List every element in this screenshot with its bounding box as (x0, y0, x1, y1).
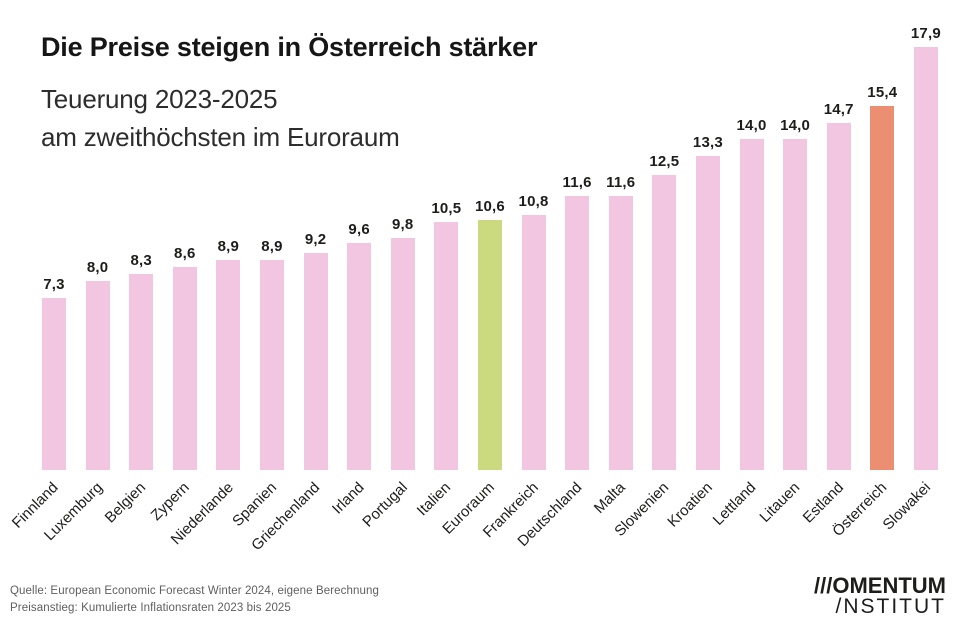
bar-group: 17,9 (911, 25, 941, 470)
bar (652, 174, 677, 470)
bar (477, 219, 502, 470)
bar-value-label: 8,0 (86, 258, 109, 276)
bar-value-label: 7,3 (43, 275, 65, 293)
bar-group: 8,6 (172, 47, 197, 470)
bar-group: 9,2 (303, 47, 328, 470)
subtitle-line-1: Teuerung 2023-2025 (41, 84, 278, 114)
bar-group: 7,3 (42, 47, 66, 470)
category-label: Litauen (756, 479, 804, 526)
page-title: Die Preise steigen in Österreich stärker (41, 32, 538, 62)
bar (129, 273, 154, 470)
logo-line-1: ///OMENTUM (814, 573, 946, 598)
bar (303, 252, 328, 470)
bar-value-label: 8,6 (174, 244, 196, 262)
bar-group: 11,6 (562, 47, 592, 470)
bar-group: 9,8 (390, 47, 415, 470)
bar (826, 122, 851, 470)
bar (172, 266, 197, 470)
bar-value-label: 9,8 (392, 216, 414, 234)
bar-value-label: 11,6 (606, 173, 636, 191)
bar-value-label: 14,7 (823, 100, 854, 118)
bar-value-label: 10,8 (518, 192, 549, 210)
bar-value-label: 12,5 (649, 152, 680, 170)
source-line-2: Preisanstieg: Kumulierte Inflationsraten… (10, 602, 291, 614)
bar (695, 155, 720, 470)
bar (216, 259, 241, 470)
bar-group: 8,3 (129, 47, 154, 470)
bar-value-label: 8,3 (130, 251, 152, 269)
bar-group: 10,6 (474, 47, 505, 470)
bar-value-label: 10,6 (474, 197, 505, 215)
bar-group: 8,9 (259, 47, 284, 470)
bar-group: 8,9 (216, 47, 241, 470)
bar-group: 14,0 (736, 47, 767, 470)
bar-value-label: 8,9 (217, 237, 240, 255)
bar (739, 139, 764, 470)
momentum-institut-logo: ///OMENTUM /NSTITUT (814, 573, 946, 618)
bar-group: 10,8 (518, 47, 549, 470)
bar-value-label: 11,6 (562, 173, 592, 191)
category-label: Malta (590, 479, 629, 517)
bar-group: 15,4 (867, 47, 898, 470)
bar (783, 139, 808, 470)
bar-chart: 7,3 8,0 8,3 8,6 8,9 8,9 9,2 9,6 9,8 10,5 10,6 10,8 1… (42, 25, 941, 470)
bar (608, 195, 633, 470)
bar (521, 214, 546, 470)
bar-group: 11,6 (606, 47, 636, 470)
bar-group: 12,5 (649, 47, 680, 470)
source-note: Quelle: European Economic Forecast Winte… (10, 583, 379, 617)
logo-line-2: /NSTITUT (835, 595, 946, 618)
bar (42, 297, 66, 470)
bar-value-label: 14,0 (780, 117, 811, 135)
bar (434, 221, 459, 470)
bar (347, 243, 372, 470)
category-label: Irland (328, 479, 368, 518)
category-axis: Finnland Luxemburg Belgien Zypern Niederland… (9, 479, 938, 589)
category-label: Belgien (101, 479, 150, 527)
bar-value-label: 10,5 (431, 199, 462, 217)
chart-header: Die Preise steigen in Österreich stärker… (41, 30, 537, 156)
bar-group: 10,5 (431, 47, 462, 470)
bar-value-label: 9,2 (304, 230, 327, 248)
bar (913, 47, 938, 470)
bar-value-label: 8,9 (261, 237, 283, 255)
bar (870, 106, 895, 470)
bar-group: 14,7 (823, 47, 854, 470)
bar-group: 13,3 (692, 47, 723, 470)
subtitle-line-2: am zweithöchsten im Euroraum (41, 122, 400, 152)
bar-value-label: 13,3 (692, 133, 723, 151)
category-label: Italien (414, 479, 455, 520)
bar-value-label: 15,4 (867, 84, 898, 102)
bar-group: 14,0 (780, 47, 811, 470)
category-label: Lettland (709, 479, 760, 529)
category-label: Slowakei (879, 479, 935, 534)
bar (259, 259, 284, 470)
bar (85, 280, 110, 470)
bar (565, 195, 590, 470)
bar-value-label: 9,6 (348, 221, 370, 239)
bar-value-label: 14,0 (736, 117, 767, 135)
category-label: Kroatien (664, 479, 717, 531)
bar-value-label: 17,9 (910, 25, 941, 42)
bar-group: 9,6 (347, 47, 372, 470)
source-line-1: Quelle: European Economic Forecast Winte… (10, 585, 379, 597)
category-label: Portugal (359, 479, 411, 531)
bar (390, 238, 415, 470)
bar-group: 8,0 (85, 47, 110, 470)
